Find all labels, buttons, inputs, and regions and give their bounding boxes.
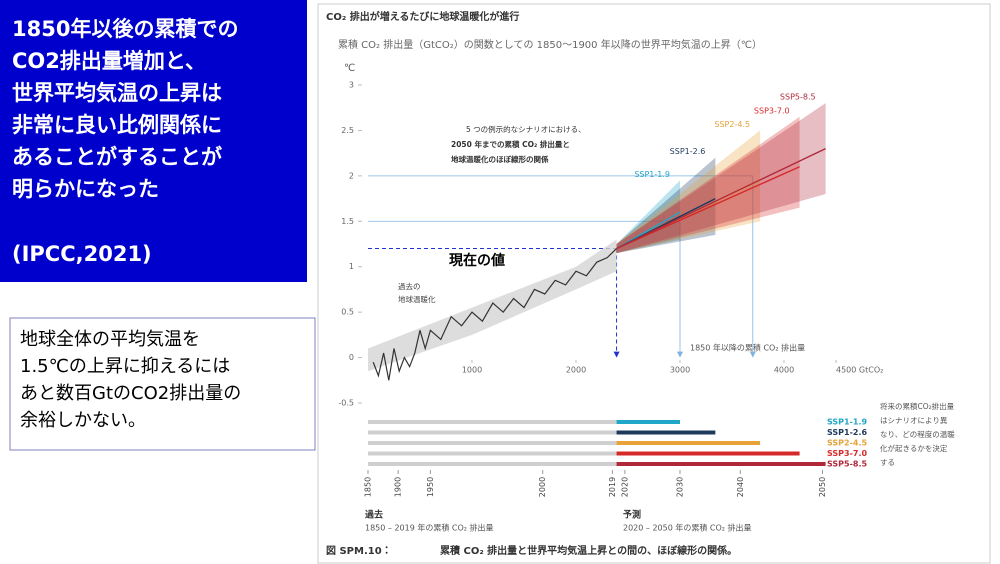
x-tick-label: 3000: [670, 366, 690, 375]
x-axis-label: 1850 年以降の累積 CO₂ 排出量: [690, 343, 805, 353]
reference-arrow: [749, 351, 756, 358]
y-tick-label: 0.5: [341, 308, 354, 317]
past-note: 過去の: [398, 281, 421, 291]
historical-line: [372, 248, 617, 381]
x-tick-label: 4000: [774, 366, 794, 375]
scenario-label: SSP3-7.0: [754, 106, 790, 115]
legend-entry: SSP2-4.5: [827, 439, 868, 448]
y-tick-label: 1.5: [341, 217, 354, 226]
bars-note: 化が起きるかを決定: [880, 443, 948, 453]
note-line: あと数百GtのCO2排出量の: [20, 383, 241, 404]
past-bar: [368, 430, 617, 435]
x-tick-label: 2000: [566, 366, 586, 375]
past-bar: [368, 451, 617, 456]
summary-line: CO2排出量増加と、: [12, 49, 206, 73]
scenario-bar: [616, 451, 800, 456]
future-label: 予測: [623, 509, 641, 521]
past-range: 1850 – 2019 年の累積 CO₂ 排出量: [365, 523, 494, 533]
past-bar: [368, 462, 617, 466]
chart-title: 累積 CO₂ 排出量（GtCO₂）の関数としての 1850～1900 年以降の世…: [338, 38, 762, 51]
past-bar: [368, 441, 617, 445]
future-range: 2020 – 2050 年の累積 CO₂ 排出量: [623, 523, 752, 533]
bars-note: なり、どの程度の温暖: [880, 429, 955, 439]
scenario-line: [616, 166, 800, 250]
summary-line: 世界平均気温の上昇は: [12, 81, 222, 105]
scenario-bar: [616, 420, 680, 424]
scenario-label: SSP1-1.9: [634, 170, 670, 179]
timeline-label: 2019: [608, 477, 617, 497]
bars-note: する: [880, 458, 895, 467]
scenario-range: [616, 157, 716, 254]
scenario-bar: [616, 441, 761, 445]
scenario-note: 5 つの例示的なシナリオにおける、: [466, 124, 586, 134]
scenario-bar: [616, 462, 826, 466]
note-line: 1.5℃の上昇に抑えるには: [20, 356, 230, 377]
scenario-range: [616, 130, 761, 254]
past-label: 過去: [365, 509, 383, 521]
y-tick-label: 3: [349, 81, 354, 90]
timeline-label: 1950: [426, 477, 435, 497]
scenario-range: [616, 116, 800, 254]
figure-frame: [317, 3, 991, 564]
current-arrow: [613, 351, 620, 358]
current-label: 現在の値: [449, 252, 505, 269]
summary-box: [0, 0, 307, 282]
note-line: 地球全体の平均気温を: [20, 329, 200, 350]
caption: 累積 CO₂ 排出量と世界平均気温上昇との間の、ほぼ線形の関係。: [440, 544, 737, 557]
scenario-range: [616, 180, 680, 254]
bars-note: 将来の累積CO₂排出量: [880, 401, 955, 411]
y-tick-label: -0.5: [338, 399, 354, 408]
reference-arrow: [677, 351, 683, 358]
scenario-note: 2050 年までの累積 CO₂ 排出量と: [451, 139, 570, 149]
scenario-label: SSP2-4.5: [714, 120, 750, 129]
legend-entry: SSP1-2.6: [827, 428, 868, 437]
note-box: [9, 317, 316, 451]
scenario-line: [616, 147, 826, 250]
y-axis-label: ℃: [344, 63, 355, 74]
summary-line: 非常に良い比例関係に: [12, 113, 222, 137]
note-line: 余裕しかない。: [20, 410, 146, 431]
timeline-label: 1850: [364, 477, 373, 497]
timeline-label: 2040: [736, 477, 745, 497]
timeline-label: 2020: [620, 477, 629, 497]
x-tick-label: 4500 GtCO₂: [836, 366, 883, 375]
legend-entry: SSP1-1.9: [827, 418, 868, 427]
scenario-bar: [616, 430, 716, 435]
figure-header: CO₂ 排出が増えるたびに地球温暖化が進行: [326, 10, 519, 23]
citation: (IPCC,2021): [12, 242, 152, 266]
scenario-label: SSP1-2.6: [670, 147, 706, 156]
y-tick-label: 2: [349, 171, 354, 180]
scenario-label: SSP5-8.5: [780, 93, 816, 102]
timeline-label: 2030: [676, 477, 685, 497]
x-tick-label: 1000: [462, 366, 482, 375]
caption-label: 図 SPM.10：: [326, 545, 392, 557]
legend-entry: SSP3-7.0: [827, 449, 868, 458]
scenario-range: [616, 103, 826, 254]
y-tick-label: 2.5: [341, 126, 354, 135]
summary-line: 1850年以後の累積での: [12, 17, 238, 41]
timeline-label: 2000: [538, 477, 547, 497]
bars-note: はシナリオにより異: [880, 416, 948, 425]
y-tick-label: 0: [349, 353, 354, 362]
past-bar: [368, 420, 617, 424]
summary-line: 明らかになった: [12, 177, 159, 201]
historical-band: [368, 239, 617, 372]
past-note: 地球温暖化: [398, 294, 436, 304]
y-tick-label: 1: [349, 262, 354, 271]
timeline-label: 2050: [818, 477, 827, 497]
timeline-label: 1900: [394, 477, 403, 497]
summary-line: あることがすることが: [12, 145, 222, 169]
scenario-note: 地球温暖化のほぼ線形の関係: [451, 154, 549, 164]
legend-entry: SSP5-8.5: [827, 460, 868, 469]
